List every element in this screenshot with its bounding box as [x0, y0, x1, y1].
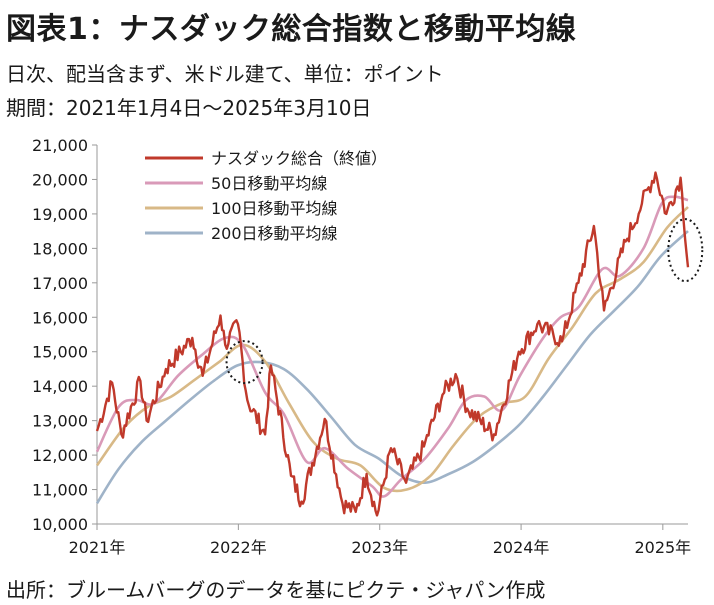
annotations-group [225, 218, 704, 385]
legend-label: 100日移動平均線 [211, 199, 338, 218]
source-note: 出所：ブルームバーグのデータを基にピクテ・ジャパン作成 [6, 578, 546, 602]
chart-subtitle-period: 期間：2021年1月4日～2025年3月10日 [6, 96, 372, 120]
chart-subtitle-units: 日次、配当含まず、米ドル建て、単位：ポイント [6, 62, 444, 86]
legend-label: 200日移動平均線 [211, 224, 338, 243]
y-tick-label: 21,000 [32, 136, 88, 155]
x-tick-label: 2021年 [69, 538, 126, 557]
series-group [95, 171, 690, 517]
y-tick-label: 19,000 [32, 205, 88, 224]
x-tick-label: 2022年 [210, 538, 267, 557]
y-tick-label: 12,000 [32, 446, 88, 465]
x-tick-label: 2024年 [493, 538, 550, 557]
y-tick-label: 17,000 [32, 274, 88, 293]
y-axis: 10,000 11,000 12,000 13,000 14,000 15,000 16,0… [32, 136, 98, 534]
y-tick-label: 18,000 [32, 239, 88, 258]
series-line-nasdaq-close [95, 171, 690, 517]
y-tick-label: 20,000 [32, 170, 88, 189]
legend: ナスダック総合（終値） 50日移動平均線 100日移動平均線 200日移動平均線 [145, 149, 387, 243]
y-tick-label: 10,000 [32, 515, 88, 534]
y-tick-label: 11,000 [32, 481, 88, 500]
y-tick-label: 16,000 [32, 308, 88, 327]
series-line-ma100 [95, 206, 689, 493]
y-tick-label: 15,000 [32, 343, 88, 362]
legend-label: ナスダック総合（終値） [211, 149, 387, 168]
legend-label: 50日移動平均線 [211, 174, 327, 193]
x-tick-label: 2023年 [351, 538, 408, 557]
y-tick-label: 13,000 [32, 412, 88, 431]
x-tick-label: 2025年 [634, 538, 691, 557]
series-line-ma50 [95, 195, 689, 498]
annotation-ellipse [667, 218, 704, 283]
series-line-ma200 [95, 230, 689, 505]
chart-title: 図表1：ナスダック総合指数と移動平均線 [6, 12, 577, 47]
annotation-ellipse [225, 340, 264, 385]
y-tick-label: 14,000 [32, 377, 88, 396]
x-axis: 2021年 2022年 2023年 2024年 2025年 [69, 523, 691, 557]
